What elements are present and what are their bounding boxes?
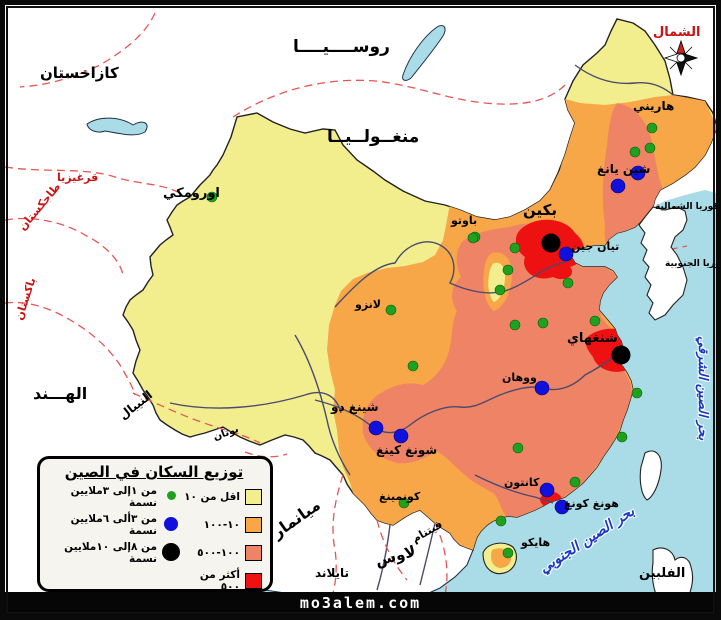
- country-label-russia: روســــيــــا: [293, 37, 390, 57]
- city-dots-medium: [368, 165, 646, 515]
- city-label-chongqing: شونغ كينغ: [376, 443, 438, 457]
- legend-label-pop-small: من ١إلى ٣ملايين نسمة: [70, 485, 157, 509]
- legend-box: توزيع السكان في الصين اقل من ١٠ من ١إلى …: [37, 456, 273, 593]
- country-label-kyrgyzstan: قرغيزيا: [57, 171, 99, 184]
- country-label-india: الهـــند: [33, 384, 88, 403]
- compass-label-north: الشمال: [653, 25, 701, 40]
- legend-label-density-high: ١٠٠-٥٠٠: [197, 547, 240, 559]
- watermark-text: mo3alem.com: [299, 594, 422, 612]
- legend-swatch-density-low: [245, 489, 262, 505]
- china-region-density-high-east: [362, 223, 632, 520]
- legend-dot-small: [161, 491, 181, 503]
- brahmaputra-river: [169, 391, 342, 414]
- amur-river: [574, 64, 674, 96]
- legend-label-pop-medium: من ٣ألى ٦ملايين نسمة: [70, 513, 157, 537]
- sea-label-east-china-sea: بحر الصين الشرقي: [695, 335, 711, 441]
- lakes: [86, 24, 446, 136]
- city-label-shanghai: شنغهاي: [567, 331, 618, 346]
- city-label-wuhan: ووهان: [502, 371, 537, 384]
- city-label-hongkong: هونغ كونغ: [564, 497, 619, 510]
- city-label-canton: كانتون: [504, 476, 540, 489]
- taiwan-island: [639, 450, 662, 501]
- mekong-headwater: [294, 334, 351, 476]
- country-label-philippines: الفلبين: [639, 566, 686, 581]
- korea-peninsula: [638, 206, 688, 321]
- city-label-urumqi: اورومكي: [163, 186, 220, 201]
- country-label-thailand: تايلاند: [315, 566, 350, 580]
- country-label-south-korea: كوريا الجنوبية: [665, 259, 721, 269]
- legend-dot-medium: [161, 516, 181, 534]
- legend-title: توزيع السكان في الصين: [64, 463, 244, 481]
- laos-river: [376, 524, 391, 591]
- legend-label-density-mid: ١٠-١٠٠: [203, 519, 240, 531]
- legend-swatch-density-high: [245, 545, 262, 561]
- city-label-harbin: هاريني: [633, 99, 675, 113]
- hainan-island: [482, 542, 517, 575]
- city-label-tianjin: تيان جين: [571, 240, 620, 253]
- city-label-kunming: كونمينغ: [379, 490, 421, 503]
- lake-baikal: [402, 24, 446, 81]
- city-label-beijing: بكين: [523, 201, 557, 219]
- city-label-haikou: هايكو: [521, 536, 551, 549]
- city-label-lanzhou: لانزو: [355, 298, 382, 311]
- china-population-map: [5, 12, 716, 615]
- country-label-kazakhstan: كازاخستان: [40, 64, 119, 82]
- city-label-baotou: باوتو: [451, 214, 478, 227]
- legend-dot-large: [161, 542, 181, 564]
- city-dots-large: [541, 233, 631, 365]
- compass-icon: [663, 39, 699, 77]
- xi-river: [474, 474, 554, 504]
- legend-label-density-max: أكثر من ٥٠٠: [199, 569, 240, 593]
- legend-label-density-low: اقل من ١٠: [184, 491, 240, 503]
- country-label-mongolia: منغــولــيــا: [327, 127, 420, 147]
- legend-grid: اقل من ١٠ من ١إلى ٣ملايين نسمة ١٠-١٠٠ من…: [46, 485, 262, 593]
- lake-balkhash: [86, 117, 148, 136]
- city-label-shenyang: شين يانغ: [597, 162, 651, 176]
- country-label-north-korea: كوريا الشمالية: [655, 202, 719, 212]
- yellow-river: [334, 241, 571, 308]
- city-label-chengdu: شينغ دو: [331, 400, 379, 414]
- legend-label-pop-large: من ٨إلى ١٠ملايين نسمة: [64, 541, 157, 565]
- vietnam-river: [419, 522, 436, 586]
- city-dots-small: [206, 122, 658, 559]
- legend-swatch-density-mid: [245, 517, 262, 533]
- watermark-bar: mo3alem.com: [5, 592, 716, 615]
- legend-swatch-density-max: [245, 573, 262, 589]
